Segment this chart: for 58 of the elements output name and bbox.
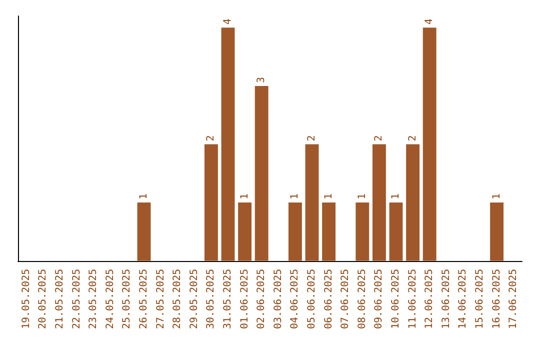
data-label: 1 (290, 193, 301, 200)
bar (238, 202, 252, 261)
x-tick-label: 27.05.2025 (155, 268, 166, 330)
x-tick-label: 20.05.2025 (38, 268, 49, 330)
data-label: 2 (306, 135, 318, 142)
x-tick-label: 04.06.2025 (290, 268, 301, 330)
bar (254, 86, 268, 261)
x-tick-label: 24.05.2025 (104, 268, 116, 330)
x-tick-label: 25.05.2025 (122, 268, 133, 330)
x-tick-label: 11.06.2025 (407, 268, 418, 330)
bar (406, 144, 420, 261)
x-tick-label: 09.06.2025 (374, 268, 385, 330)
data-label: 1 (390, 193, 402, 200)
bar (305, 144, 319, 261)
x-tick-label: 17.06.2025 (508, 268, 520, 330)
data-label: 1 (491, 193, 502, 200)
data-label: 3 (256, 76, 268, 83)
x-tick-label: 19.05.2025 (20, 268, 32, 330)
x-tick-label: 05.06.2025 (306, 268, 318, 330)
x-tick-label: 31.05.2025 (222, 268, 234, 330)
data-label: 1 (323, 193, 334, 200)
bar (204, 144, 218, 261)
bar (422, 28, 436, 261)
data-label: 4 (222, 18, 234, 25)
x-tick-label: 14.06.2025 (458, 268, 469, 330)
x-tick-label: 26.05.2025 (138, 268, 150, 330)
bar (356, 202, 370, 261)
x-tick-label: 16.06.2025 (491, 268, 502, 330)
data-label: 2 (407, 135, 418, 142)
x-tick-label: 28.05.2025 (172, 268, 184, 330)
x-tick-label: 22.05.2025 (71, 268, 82, 330)
x-tick-label: 29.05.2025 (188, 268, 200, 330)
x-tick-label: 15.06.2025 (474, 268, 486, 330)
bar (389, 202, 403, 261)
data-label: 1 (356, 193, 368, 200)
data-label: 2 (374, 135, 385, 142)
x-tick-label: 01.06.2025 (239, 268, 250, 330)
bar (372, 144, 386, 261)
x-tick-label: 30.05.2025 (206, 268, 217, 330)
x-tick-label: 10.06.2025 (390, 268, 402, 330)
x-tick-label: 02.06.2025 (256, 268, 268, 330)
x-tick-label: 07.06.2025 (340, 268, 352, 330)
x-tick-label: 06.06.2025 (323, 268, 334, 330)
x-tick-label: 08.06.2025 (356, 268, 368, 330)
x-tick-label: 23.05.2025 (88, 268, 100, 330)
bar (288, 202, 302, 261)
bar (490, 202, 504, 261)
data-label: 1 (138, 193, 150, 200)
data-label: 1 (239, 193, 250, 200)
bar (322, 202, 336, 261)
data-label: 2 (206, 135, 217, 142)
x-tick-label: 12.06.2025 (424, 268, 436, 330)
x-tick-label: 21.05.2025 (54, 268, 66, 330)
bar (137, 202, 151, 261)
data-label: 4 (424, 18, 436, 25)
x-tick-label: 13.06.2025 (440, 268, 452, 330)
x-tick-label: 03.06.2025 (272, 268, 284, 330)
bar (221, 28, 235, 261)
